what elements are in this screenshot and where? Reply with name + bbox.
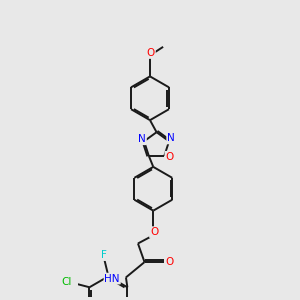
Text: N: N: [138, 134, 146, 144]
Text: O: O: [165, 152, 174, 162]
Text: O: O: [166, 257, 174, 267]
Text: F: F: [101, 250, 106, 260]
Text: O: O: [147, 48, 155, 58]
Text: N: N: [167, 134, 175, 143]
Text: Cl: Cl: [62, 278, 72, 287]
Text: O: O: [150, 227, 158, 237]
Text: HN: HN: [104, 274, 120, 284]
